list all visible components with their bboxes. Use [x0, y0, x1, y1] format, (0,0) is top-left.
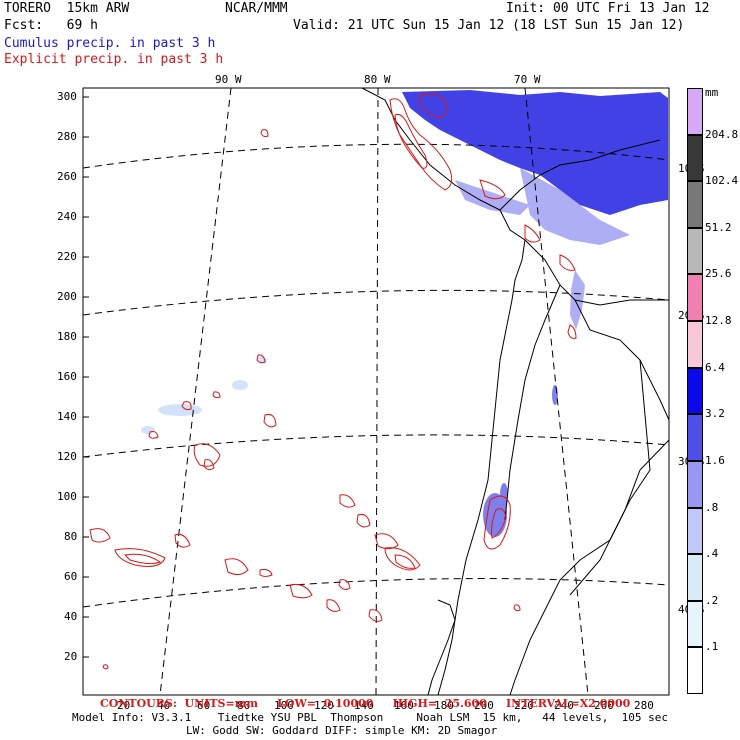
- x-tick: 100: [274, 699, 294, 712]
- lon-label-90w: 90 W: [215, 73, 242, 86]
- colorbar-level-label: 6.4: [705, 360, 725, 374]
- y-tick: 120: [57, 450, 77, 463]
- colorbar-cell: [687, 321, 703, 368]
- x-tick: 120: [314, 699, 334, 712]
- colorbar-level-label: .4: [705, 547, 719, 561]
- colorbar-level-label: 51.2: [705, 220, 732, 234]
- y-tick: 180: [57, 330, 77, 343]
- y-tick: 300: [57, 90, 77, 103]
- colorbar-cell: [687, 647, 703, 694]
- model-title: TORERO 15km ARW: [4, 1, 130, 16]
- colorbar-level-label: 204.8: [705, 127, 739, 141]
- colorbar-cell: [687, 367, 703, 415]
- lat-lon-grid: [82, 87, 670, 696]
- colorbar-cell: [687, 274, 703, 322]
- x-tick: 260: [594, 699, 614, 712]
- axis-ticks: [83, 96, 89, 658]
- colorbar-level-label: 102.4: [705, 174, 739, 188]
- cumulus-precip: [402, 90, 668, 215]
- colorbar-cell: [687, 414, 703, 461]
- colorbar-level-label: .1: [705, 640, 719, 654]
- x-tick: 240: [554, 699, 574, 712]
- x-tick: 20: [117, 699, 131, 712]
- y-tick: 200: [57, 290, 77, 303]
- y-tick: 100: [57, 490, 77, 503]
- x-tick: 140: [354, 699, 374, 712]
- colorbar-cell: [687, 88, 703, 135]
- explicit-legend: Explicit precip. in past 3 h: [4, 52, 224, 67]
- y-tick: 280: [57, 130, 77, 143]
- model-info-physics: LW: Godd SW: Goddard DIFF: simple KM: 2D…: [186, 724, 498, 737]
- colorbar-cell: [687, 134, 703, 182]
- y-tick: 40: [64, 610, 78, 623]
- lon-label-80w: 80 W: [364, 73, 391, 86]
- valid-time: Valid: 21 UTC Sun 15 Jan 12 (18 LST Sun …: [293, 18, 685, 33]
- y-tick: 220: [57, 250, 77, 263]
- y-tick: 60: [64, 570, 78, 583]
- colorbar-level-label: 12.8: [705, 314, 732, 328]
- colorbar-cell: [687, 227, 703, 275]
- y-tick: 260: [57, 170, 77, 183]
- y-tick: 160: [57, 370, 77, 383]
- x-tick: 40: [157, 699, 171, 712]
- y-tick: 140: [57, 410, 77, 423]
- x-tick: 60: [197, 699, 211, 712]
- init-time: Init: 00 UTC Fri 13 Jan 12: [506, 1, 710, 16]
- x-tick: 160: [394, 699, 414, 712]
- colorbar-level-label: 1.6: [705, 453, 725, 467]
- colorbar-cell: [687, 600, 703, 648]
- center-label: NCAR/MMM: [225, 1, 288, 16]
- colorbar-cell: [687, 181, 703, 228]
- colorbar-cell: [687, 554, 703, 601]
- x-tick: 280: [634, 699, 654, 712]
- x-tick: 220: [514, 699, 534, 712]
- model-info: Model Info: V3.3.1 Tiedtke YSU PBL Thomp…: [72, 711, 669, 724]
- lon-label-70w: 70 W: [514, 73, 541, 86]
- explicit-precip-contours: [89, 93, 577, 670]
- x-tick: 200: [474, 699, 494, 712]
- forecast-hour: Fcst: 69 h: [4, 18, 98, 33]
- colorbar-level-label: .8: [705, 500, 719, 514]
- y-tick: 20: [64, 650, 78, 663]
- cumulus-legend: Cumulus precip. in past 3 h: [4, 36, 216, 51]
- y-tick: 80: [64, 530, 78, 543]
- colorbar-units: mm: [705, 86, 719, 99]
- x-tick: 180: [434, 699, 454, 712]
- colorbar-level-label: 25.6: [705, 267, 732, 281]
- colorbar-level-label: 3.2: [705, 407, 725, 421]
- colorbar-level-label: .2: [705, 593, 719, 607]
- x-tick: 80: [237, 699, 251, 712]
- colorbar-cell: [687, 460, 703, 508]
- colorbar-cell: [687, 507, 703, 555]
- contour-info: CONTOURS: UNITS=mm LOW= 0.10000 HIGH= 25…: [100, 697, 631, 710]
- y-tick: 240: [57, 210, 77, 223]
